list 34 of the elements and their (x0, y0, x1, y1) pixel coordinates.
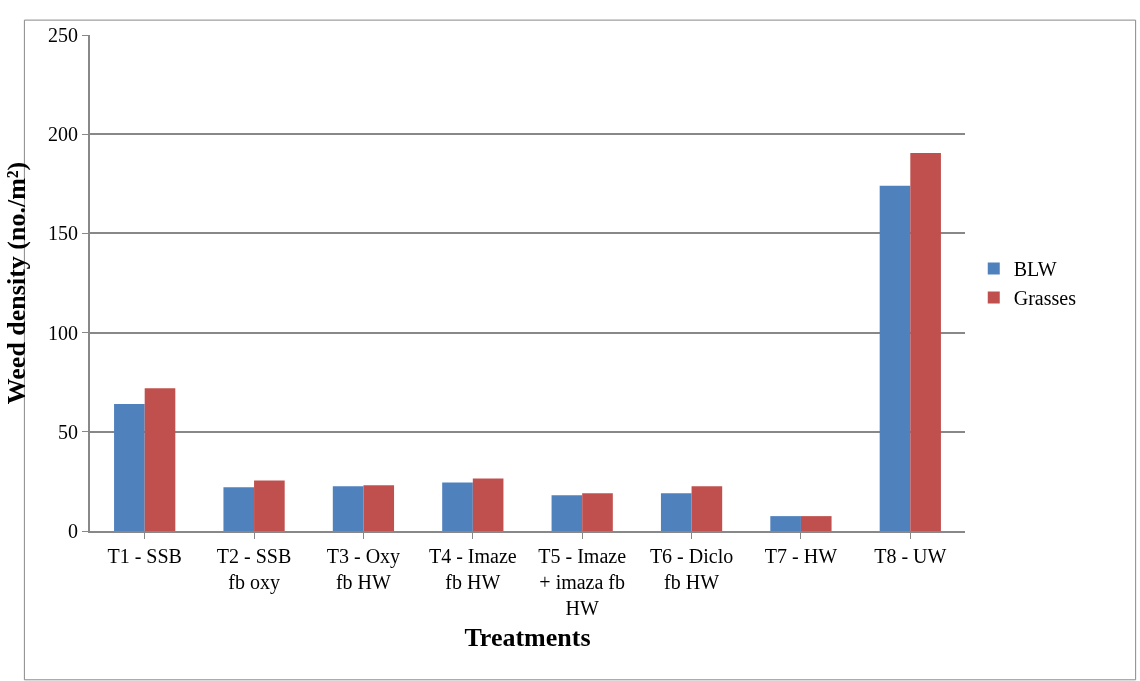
bar (770, 516, 801, 531)
x-tick-label: T2 - SSB fb oxy (216, 545, 292, 594)
bar (254, 480, 285, 531)
y-tick-label: 200 (48, 123, 78, 146)
x-tick-label: T6 - Diclo fb HW (649, 545, 734, 593)
legend-label: BLW (1013, 258, 1057, 281)
x-axis-title: Treatments (464, 623, 591, 653)
bar (910, 153, 941, 531)
y-tick-label: 0 (68, 520, 78, 542)
x-tick-label: T4 - Imaze fb HW (428, 545, 517, 593)
x-tick-label: T8 - UW (874, 545, 947, 567)
bar (223, 487, 255, 531)
bar (800, 516, 832, 531)
y-tick-label: 150 (48, 222, 78, 245)
x-tick-label: T3 - Oxy fb HW (326, 545, 401, 593)
bar (879, 185, 911, 531)
bar (472, 478, 504, 531)
bar (363, 485, 395, 531)
x-tick-label: T7 - HW (764, 545, 838, 567)
x-tick-label: T5 - Imaze + imaza fb HW (538, 545, 627, 619)
x-tick-label: T1 - SSB (107, 545, 182, 567)
bar (114, 404, 145, 531)
bar (442, 482, 473, 531)
bar (691, 486, 723, 531)
bar (551, 495, 583, 531)
y-tick-label: 250 (48, 24, 78, 46)
bar (144, 388, 176, 531)
y-tick-label: 100 (48, 321, 78, 344)
legend-label: Grasses (1013, 287, 1077, 310)
bar (582, 493, 613, 531)
y-axis-title: Weed density (no./m²) (1, 161, 31, 405)
bar (660, 493, 692, 531)
y-tick-label: 50 (58, 420, 78, 443)
bar (332, 486, 364, 531)
